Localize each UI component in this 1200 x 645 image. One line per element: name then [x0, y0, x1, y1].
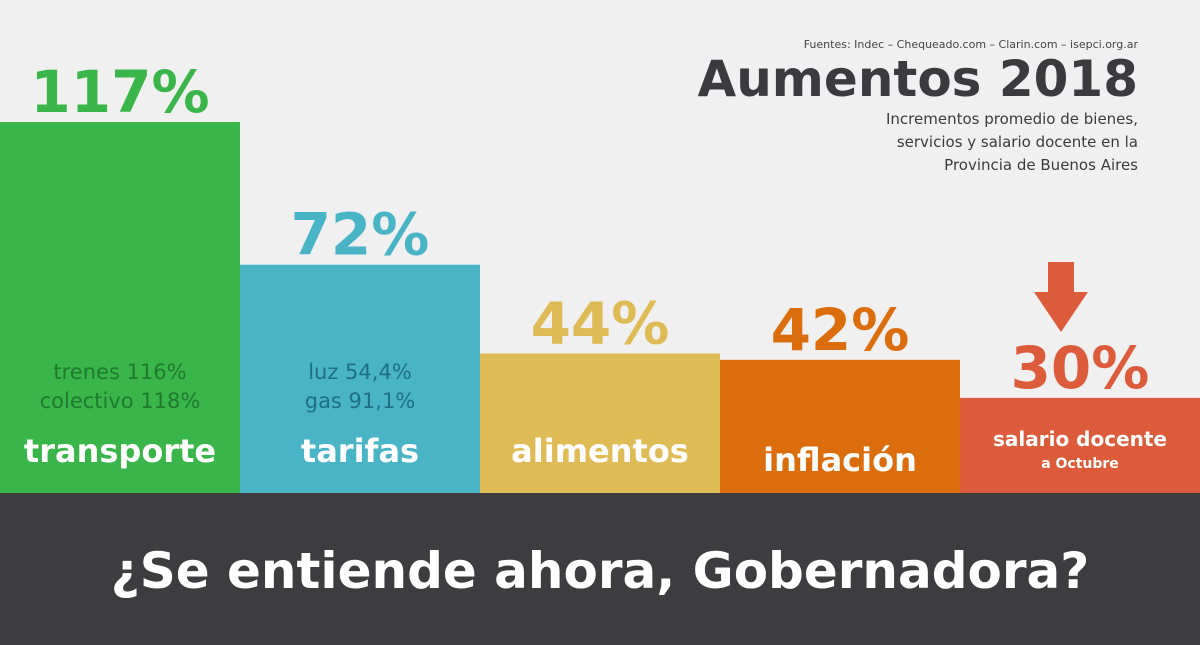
bar — [480, 353, 720, 493]
category-label: tarifas — [301, 432, 419, 470]
subtitle-line: Provincia de Buenos Aires — [944, 156, 1138, 174]
subtitle-line: servicios y salario docente en la — [897, 133, 1138, 151]
detail-label: trenes 116% — [53, 360, 186, 384]
arrow — [1034, 262, 1088, 332]
category-label: transporte — [24, 432, 216, 470]
category-label: alimentos — [511, 432, 689, 470]
detail-label: luz 54,4% — [308, 360, 412, 384]
bar — [0, 122, 240, 493]
chart-title: Aumentos 2018 — [698, 50, 1138, 108]
banner-text: ¿Se entiende ahora, Gobernadora? — [111, 542, 1090, 600]
category-label: inflación — [763, 441, 917, 479]
bar — [720, 359, 960, 493]
banner — [0, 493, 1200, 645]
bar — [960, 397, 1200, 493]
value-label: 72% — [291, 201, 430, 269]
detail-label: a Octubre — [1041, 456, 1119, 472]
category-label: salario docente — [993, 427, 1167, 451]
bar — [240, 264, 480, 493]
value-label: 30% — [1011, 334, 1150, 402]
detail-label: colectivo 118% — [40, 389, 201, 413]
detail-label: gas 91,1% — [305, 389, 416, 413]
subtitle-line: Incrementos promedio de bienes, — [886, 110, 1138, 128]
value-label: 117% — [30, 58, 209, 126]
value-label: 44% — [531, 289, 670, 357]
value-label: 42% — [771, 296, 910, 364]
source: Fuentes: Indec – Chequeado.com – Clarin.… — [804, 38, 1139, 51]
